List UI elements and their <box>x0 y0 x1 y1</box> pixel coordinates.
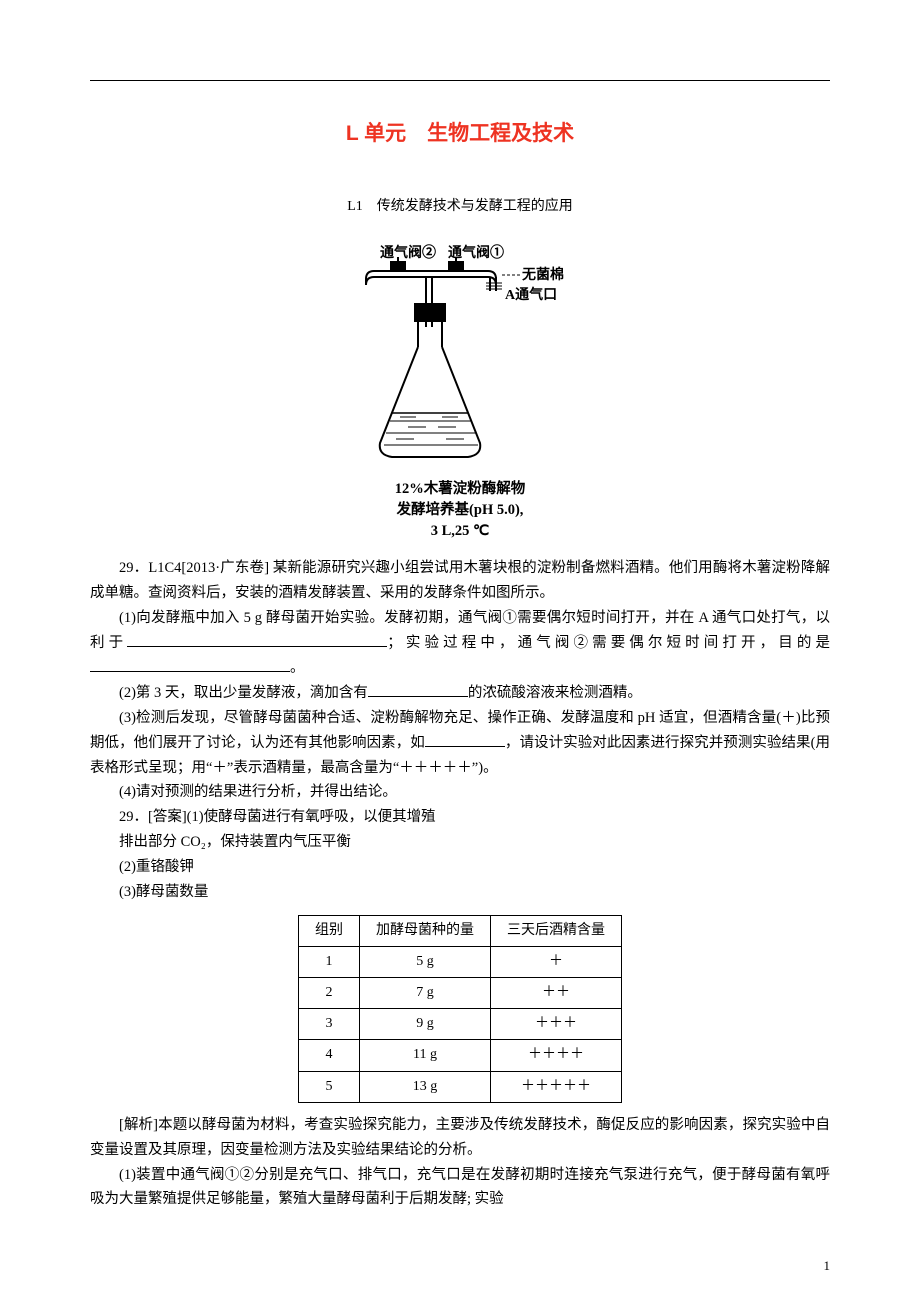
q29-2b: 的浓硫酸溶液来检测酒精。 <box>468 685 642 701</box>
unit-title: L 单元 生物工程及技术 <box>90 117 830 147</box>
label-valve2: 通气阀② <box>380 244 436 261</box>
table-row: 5 13 g ＋＋＋＋＋ <box>299 1071 622 1102</box>
col-amount: 加酵母菌种的量 <box>360 916 491 947</box>
label-cotton: 无菌棉 <box>521 266 564 283</box>
blank-2 <box>368 696 468 697</box>
cell: 5 <box>299 1071 360 1102</box>
apparatus-svg: 通气阀② 通气阀① 无菌棉 A通气口 <box>330 243 590 473</box>
col-group: 组别 <box>299 916 360 947</box>
cell: ＋＋＋ <box>491 1009 622 1040</box>
q29-2: (2)第 3 天，取出少量发酵液，滴加含有 的浓硫酸溶液来检测酒精。 <box>90 681 830 706</box>
q29-1c: 。 <box>290 660 305 676</box>
cell: 11 g <box>360 1040 491 1071</box>
cell: 5 g <box>360 947 491 978</box>
page-number: 1 <box>824 1258 831 1274</box>
q29-4: (4)请对预测的结果进行分析，并得出结论。 <box>90 780 830 805</box>
cell: ＋＋＋＋＋ <box>491 1071 622 1102</box>
q29-2a: (2)第 3 天，取出少量发酵液，滴加含有 <box>119 685 368 701</box>
table-row: 3 9 g ＋＋＋ <box>299 1009 622 1040</box>
blank-1a <box>127 646 387 647</box>
q29-1: (1)向发酵瓶中加入 5 g 酵母菌开始实验。发酵初期，通气阀①需要偶尔短时间打… <box>90 606 830 681</box>
cell: 4 <box>299 1040 360 1071</box>
ans-3: (3)酵母菌数量 <box>90 880 830 905</box>
table-body: 1 5 g ＋ 2 7 g ＋＋ 3 9 g ＋＋＋ 4 11 g ＋＋ <box>299 947 622 1102</box>
caption-line1: 12%木薯淀粉酶解物 <box>395 481 526 497</box>
q29-3: (3)检测后发现，尽管酵母菌菌种合适、淀粉酶解物充足、操作正确、发酵温度和 pH… <box>90 706 830 781</box>
q29-lead: 29．L1C4[2013·广东卷] 某新能源研究兴趣小组尝试用木薯块根的淀粉制备… <box>90 556 830 606</box>
section-subheading: L1 传统发酵技术与发酵工程的应用 <box>90 195 830 215</box>
blank-1b <box>90 671 290 672</box>
cell: 9 g <box>360 1009 491 1040</box>
analysis-1: (1)装置中通气阀①②分别是充气口、排气口，充气口是在发酵初期时连接充气泵进行充… <box>90 1163 830 1213</box>
analysis-lead: [解析]本题以酵母菌为材料，考查实验探究能力，主要涉及传统发酵技术，酶促反应的影… <box>90 1113 830 1163</box>
cell: ＋＋ <box>491 978 622 1009</box>
caption-line2: 发酵培养基(pH 5.0), <box>397 502 524 518</box>
top-rule <box>90 80 830 81</box>
cell: 1 <box>299 947 360 978</box>
label-portA: A通气口 <box>505 286 557 303</box>
page: L 单元 生物工程及技术 L1 传统发酵技术与发酵工程的应用 通气阀② 通气阀① <box>0 0 920 1302</box>
cell: ＋ <box>491 947 622 978</box>
ans-2: (2)重铬酸钾 <box>90 855 830 880</box>
cell: 3 <box>299 1009 360 1040</box>
body-text: 29．L1C4[2013·广东卷] 某新能源研究兴趣小组尝试用木薯块根的淀粉制备… <box>90 556 830 1212</box>
ans-1b: 排出部分 CO₂，保持装置内气压平衡 <box>90 830 830 855</box>
result-table: 组别 加酵母菌种的量 三天后酒精含量 1 5 g ＋ 2 7 g ＋＋ 3 <box>298 915 622 1102</box>
ans-head: 29．[答案](1)使酵母菌进行有氧呼吸，以便其增殖 <box>90 805 830 830</box>
table-row: 4 11 g ＋＋＋＋ <box>299 1040 622 1071</box>
blank-3 <box>425 746 505 747</box>
caption-line3: 3 L,25 ℃ <box>431 523 490 539</box>
cell: 13 g <box>360 1071 491 1102</box>
apparatus-diagram: 通气阀② 通气阀① 无菌棉 A通气口 <box>90 243 830 473</box>
cell: ＋＋＋＋ <box>491 1040 622 1071</box>
table-row: 2 7 g ＋＋ <box>299 978 622 1009</box>
diagram-caption: 12%木薯淀粉酶解物 发酵培养基(pH 5.0), 3 L,25 ℃ <box>90 479 830 542</box>
col-alcohol: 三天后酒精含量 <box>491 916 622 947</box>
cell: 2 <box>299 978 360 1009</box>
cotton-plug <box>486 283 502 289</box>
table-header-row: 组别 加酵母菌种的量 三天后酒精含量 <box>299 916 622 947</box>
table-row: 1 5 g ＋ <box>299 947 622 978</box>
q29-1b: ；实验过程中，通气阀②需要偶尔短时间打开，目的是 <box>387 635 830 651</box>
cell: 7 g <box>360 978 491 1009</box>
